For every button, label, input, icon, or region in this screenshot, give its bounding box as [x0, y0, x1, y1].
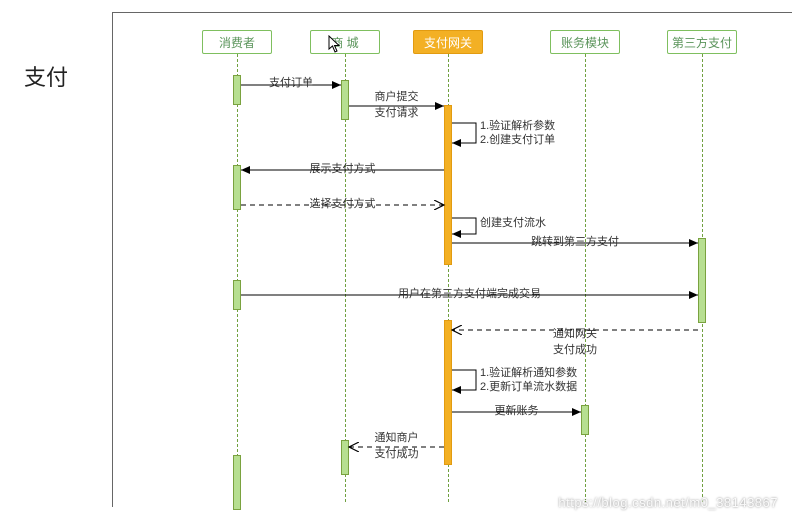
lane-header-gateway: 支付网关	[413, 30, 483, 54]
msg-label-5: 用户在第三方支付端完成交易	[398, 285, 541, 301]
self-msg-label-0: 1.验证解析参数2.创建支付订单	[480, 119, 555, 148]
activation-consumer-0	[233, 75, 241, 105]
lane-header-mall: 商 城	[310, 30, 380, 54]
msg-label-4: 跳转到第三方支付	[531, 233, 619, 249]
activation-consumer-3	[233, 165, 241, 210]
lane-header-accounting: 账务模块	[550, 30, 620, 54]
self-msg-label-2: 1.验证解析通知参数2.更新订单流水数据	[480, 366, 577, 395]
msg-label-3: 选择支付方式	[310, 195, 376, 211]
page-title: 支付	[24, 60, 68, 92]
lane-header-thirdparty: 第三方支付	[667, 30, 737, 54]
page-root: 支付 消费者 商 城 支付网关 账务模块 第三方支付 支付订单商户提交支付请求展示支付方…	[0, 0, 798, 516]
msg-label-2: 展示支付方式	[310, 160, 376, 176]
activation-thirdparty-5	[698, 238, 706, 323]
lane-header-consumer: 消费者	[202, 30, 272, 54]
self-msg-label-1: 创建支付流水	[480, 216, 546, 230]
lifeline-mall	[345, 54, 346, 502]
msg-label-1: 商户提交支付请求	[375, 88, 419, 120]
lifeline-consumer	[237, 54, 238, 502]
activation-consumer-9	[233, 455, 241, 510]
activation-mall-1	[341, 80, 349, 120]
msg-label-8: 通知商户支付成功	[375, 429, 419, 461]
msg-label-6: 通知网关支付成功	[553, 325, 597, 357]
activation-accounting-7	[581, 405, 589, 435]
msg-label-7: 更新账务	[495, 402, 539, 418]
diagram-frame	[112, 12, 792, 507]
activation-mall-8	[341, 440, 349, 475]
activation-gateway-2	[444, 105, 452, 265]
msg-label-0: 支付订单	[269, 74, 313, 90]
activation-consumer-4	[233, 280, 241, 310]
activation-gateway-6	[444, 320, 452, 465]
watermark-text: https://blog.csdn.net/m0_38143867	[558, 495, 778, 510]
